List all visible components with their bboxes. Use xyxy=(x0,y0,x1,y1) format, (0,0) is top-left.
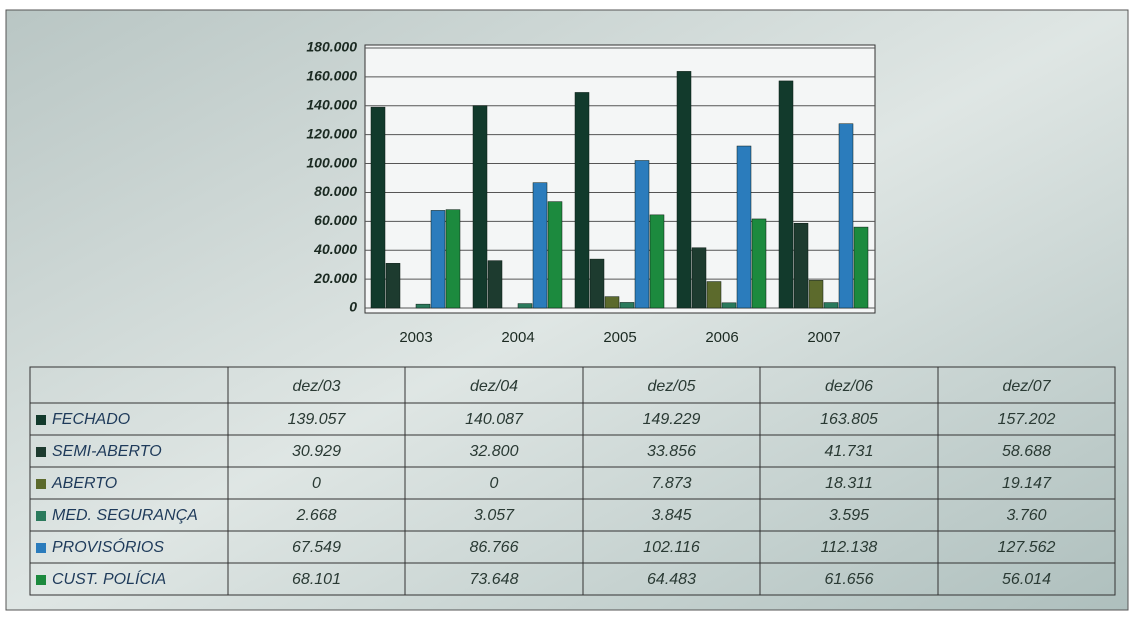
x-tick-label: 2005 xyxy=(603,329,636,346)
column-header: dez/04 xyxy=(470,378,518,395)
bar xyxy=(691,247,707,309)
bar xyxy=(532,182,548,309)
table-cell: 3.057 xyxy=(474,507,515,524)
bar xyxy=(370,106,386,309)
bar xyxy=(676,71,692,309)
table-cell: 32.800 xyxy=(470,443,519,460)
y-tick-label: 180.000 xyxy=(306,39,357,55)
x-tick-label: 2007 xyxy=(807,329,840,346)
table-cell: 139.057 xyxy=(288,411,347,428)
table-cell: 86.766 xyxy=(470,539,519,556)
table-cell: 127.562 xyxy=(998,539,1056,556)
bar xyxy=(793,222,809,309)
legend-swatch xyxy=(36,447,46,457)
bar xyxy=(721,302,737,309)
bar xyxy=(823,302,839,309)
y-tick-label: 160.000 xyxy=(306,68,357,84)
table xyxy=(29,366,1116,596)
table-cell: 3.845 xyxy=(651,507,691,524)
table-cell: 3.760 xyxy=(1006,507,1046,524)
legend-swatch xyxy=(36,543,46,553)
bar xyxy=(634,160,650,309)
bar xyxy=(751,218,767,309)
bar xyxy=(808,280,824,309)
bar xyxy=(487,260,503,309)
table-cell: 149.229 xyxy=(643,411,701,428)
y-tick-label: 0 xyxy=(349,299,357,315)
bar xyxy=(604,296,620,309)
table-cell: 18.311 xyxy=(825,475,873,492)
table-cell: 67.549 xyxy=(292,539,341,556)
y-tick-label: 60.000 xyxy=(314,212,357,228)
table-cell: 33.856 xyxy=(647,443,696,460)
table-cell: 3.595 xyxy=(829,507,869,524)
table-cell: 61.656 xyxy=(825,571,874,588)
table-cell: 56.014 xyxy=(1002,571,1051,588)
column-header: dez/07 xyxy=(1002,378,1051,395)
table-cell: 64.483 xyxy=(647,571,696,588)
legend-swatch xyxy=(36,511,46,521)
bar xyxy=(472,105,488,309)
table-cell: 0 xyxy=(312,475,321,492)
column-header: dez/05 xyxy=(647,378,695,395)
table-cell: 58.688 xyxy=(1002,443,1051,460)
legend-label: MED. SEGURANÇA xyxy=(52,507,198,524)
table-cell: 163.805 xyxy=(820,411,878,428)
legend-swatch xyxy=(36,575,46,585)
bar xyxy=(706,281,722,309)
table-cell: 19.147 xyxy=(1002,475,1052,492)
x-tick-label: 2003 xyxy=(399,329,432,346)
bar xyxy=(619,302,635,309)
bar xyxy=(838,123,854,309)
table-cell: 2.668 xyxy=(295,507,336,524)
bar xyxy=(778,80,794,309)
y-tick-label: 40.000 xyxy=(313,241,357,257)
y-tick-label: 80.000 xyxy=(314,183,357,199)
bar xyxy=(589,258,605,309)
table-cell: 157.202 xyxy=(998,411,1056,428)
bar xyxy=(415,303,431,309)
column-header: dez/03 xyxy=(292,378,340,395)
table-cell: 7.873 xyxy=(651,475,691,492)
bar xyxy=(853,226,869,309)
table-cell: 112.138 xyxy=(821,539,878,556)
table-cell: 0 xyxy=(490,475,499,492)
table-cell: 102.116 xyxy=(643,539,700,556)
table-cell: 140.087 xyxy=(465,411,524,428)
column-header: dez/06 xyxy=(825,378,873,395)
table-cell: 41.731 xyxy=(825,443,874,460)
x-tick-label: 2004 xyxy=(501,329,534,346)
bar xyxy=(430,210,446,309)
bar xyxy=(445,209,461,309)
bar xyxy=(517,303,533,309)
legend-label: SEMI-ABERTO xyxy=(52,443,162,460)
legend-label: FECHADO xyxy=(52,411,130,428)
bar xyxy=(649,214,665,309)
legend-swatch xyxy=(36,479,46,489)
table-cell: 73.648 xyxy=(470,571,519,588)
table-cell: 68.101 xyxy=(292,571,341,588)
legend-label: ABERTO xyxy=(51,475,117,492)
bar xyxy=(385,263,401,309)
y-tick-label: 20.000 xyxy=(313,270,357,286)
legend-swatch xyxy=(36,415,46,425)
table-cell: 30.929 xyxy=(292,443,341,460)
bar xyxy=(574,92,590,309)
x-tick-label: 2006 xyxy=(705,329,738,346)
y-tick-label: 120.000 xyxy=(306,125,357,141)
bar xyxy=(736,145,752,309)
y-tick-label: 100.000 xyxy=(306,154,357,170)
legend-label: CUST. POLÍCIA xyxy=(52,569,166,588)
bar xyxy=(547,201,563,309)
y-tick-label: 140.000 xyxy=(306,96,357,112)
legend-label: PROVISÓRIOS xyxy=(52,537,164,556)
